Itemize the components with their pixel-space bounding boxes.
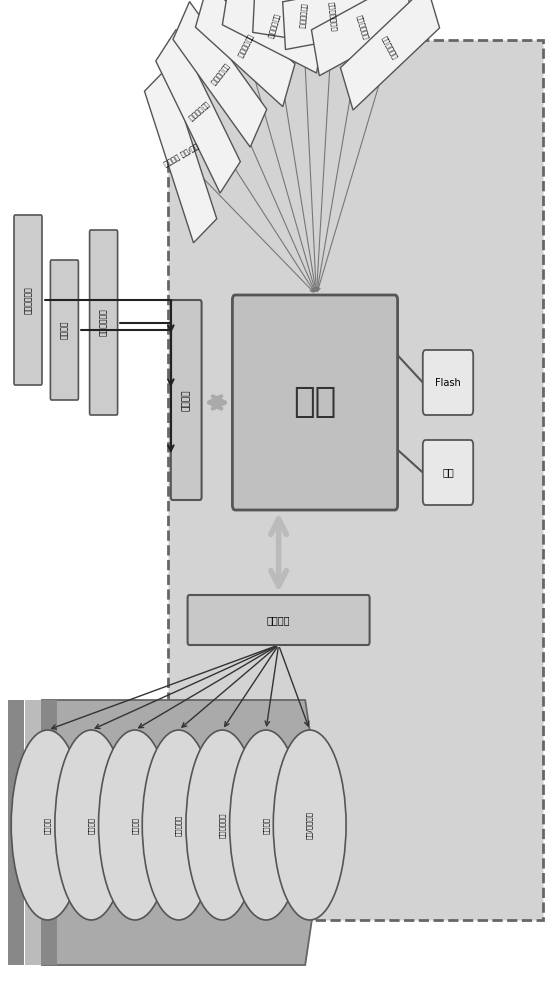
Bar <box>8 700 24 965</box>
Text: 输出端口: 输出端口 <box>267 615 290 625</box>
Text: 校准控制: 校准控制 <box>263 816 269 834</box>
FancyBboxPatch shape <box>14 215 42 385</box>
Text: 喂消方向控制: 喂消方向控制 <box>219 812 226 838</box>
Polygon shape <box>42 700 325 965</box>
Text: 内存: 内存 <box>442 468 454 478</box>
Ellipse shape <box>230 730 302 920</box>
FancyBboxPatch shape <box>168 40 543 920</box>
FancyBboxPatch shape <box>253 0 353 48</box>
FancyBboxPatch shape <box>144 67 217 243</box>
FancyBboxPatch shape <box>283 0 383 50</box>
Text: Flash: Flash <box>435 378 461 388</box>
Text: 测距设备: 测距设备 <box>60 321 69 339</box>
FancyBboxPatch shape <box>311 0 413 76</box>
Text: 内存管理机制: 内存管理机制 <box>356 14 369 40</box>
Bar <box>25 700 40 965</box>
Text: 高度控制: 高度控制 <box>44 816 51 834</box>
FancyBboxPatch shape <box>90 230 118 415</box>
Ellipse shape <box>55 730 128 920</box>
Text: 信号输出机制: 信号输出机制 <box>381 35 399 61</box>
FancyBboxPatch shape <box>423 440 473 505</box>
Ellipse shape <box>273 730 346 920</box>
FancyBboxPatch shape <box>195 0 295 107</box>
Text: 容错处理机制: 容错处理机制 <box>267 13 280 39</box>
Text: 手动/自动控制: 手动/自动控制 <box>306 811 313 839</box>
Ellipse shape <box>99 730 171 920</box>
FancyBboxPatch shape <box>50 260 78 400</box>
FancyBboxPatch shape <box>188 595 370 645</box>
Text: 动态链接机制: 动态链接机制 <box>298 3 307 29</box>
Text: 输入端口: 输入端口 <box>181 389 191 411</box>
Ellipse shape <box>11 730 84 920</box>
FancyBboxPatch shape <box>340 0 440 110</box>
Text: 旋转控制: 旋转控制 <box>132 816 138 834</box>
Bar <box>41 700 57 965</box>
Text: 图像处理机制: 图像处理机制 <box>186 100 210 122</box>
Text: 电子摄像设备: 电子摄像设备 <box>99 309 108 336</box>
FancyBboxPatch shape <box>156 30 240 193</box>
FancyBboxPatch shape <box>173 2 267 147</box>
Text: 智能运算机制: 智能运算机制 <box>236 33 254 58</box>
Text: 电脑: 电脑 <box>293 385 337 420</box>
FancyBboxPatch shape <box>222 0 324 73</box>
Text: 智能方法机制: 智能方法机制 <box>209 62 230 86</box>
Text: 喂消量控制: 喂消量控制 <box>175 814 182 836</box>
Text: 电子显像设备: 电子显像设备 <box>24 286 32 314</box>
FancyBboxPatch shape <box>423 350 473 415</box>
Ellipse shape <box>186 730 259 920</box>
Ellipse shape <box>142 730 215 920</box>
Text: 资料/信号 读取机制: 资料/信号 读取机制 <box>162 142 199 168</box>
Text: 最优化处理机制: 最优化处理机制 <box>328 1 338 32</box>
FancyBboxPatch shape <box>232 295 398 510</box>
FancyBboxPatch shape <box>171 300 202 500</box>
Text: 位置控制: 位置控制 <box>88 816 95 834</box>
